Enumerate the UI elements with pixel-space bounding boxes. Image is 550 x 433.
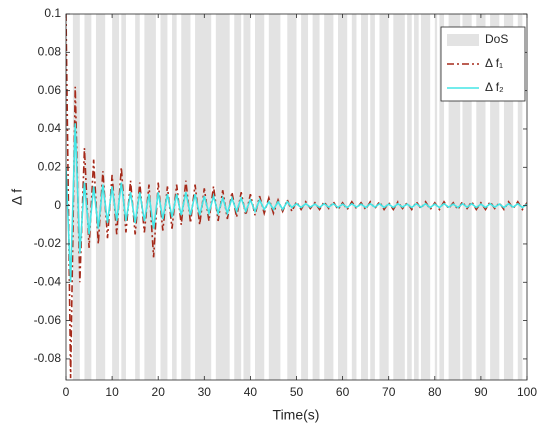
legend-label: Δ f₂ bbox=[485, 80, 504, 94]
y-tick-label: -0.02 bbox=[34, 236, 62, 250]
x-tick-label: 20 bbox=[152, 385, 166, 399]
x-tick-label: 70 bbox=[382, 385, 396, 399]
dos-band bbox=[84, 14, 92, 380]
legend: DoS Δ f₁ Δ f₂ bbox=[440, 26, 526, 102]
y-tick-label: 0 bbox=[54, 198, 61, 212]
axes: 0 10 20 30 40 50 60 70 80 90 100 -0.08 -0.06 -0.04 -0.… bbox=[34, 6, 538, 399]
dos-band bbox=[301, 14, 309, 380]
x-tick-label: 60 bbox=[336, 385, 350, 399]
x-tick-label: 80 bbox=[428, 385, 442, 399]
dos-band bbox=[407, 14, 412, 380]
dos-band bbox=[72, 14, 80, 380]
x-tick-label: 0 bbox=[63, 385, 70, 399]
y-tick-label: -0.06 bbox=[34, 313, 62, 327]
dos-band bbox=[135, 14, 140, 380]
dos-band bbox=[462, 14, 472, 380]
dos-band bbox=[234, 14, 242, 380]
x-tick-label: 90 bbox=[474, 385, 488, 399]
dos-band bbox=[476, 14, 486, 380]
dos-band bbox=[172, 14, 177, 380]
dos-band bbox=[160, 14, 168, 380]
dos-band bbox=[337, 14, 348, 380]
dos-band bbox=[517, 14, 523, 380]
series-line bbox=[66, 123, 527, 283]
y-tick-label: 0.02 bbox=[38, 159, 62, 173]
y-tick-label: 0.06 bbox=[38, 83, 62, 97]
dos-band bbox=[312, 14, 320, 380]
x-tick-label: 30 bbox=[198, 385, 212, 399]
y-tick-label: 0.04 bbox=[38, 121, 62, 135]
dos-band bbox=[448, 14, 461, 380]
y-axis-label: Δ f bbox=[9, 189, 25, 205]
dos-band bbox=[439, 14, 445, 380]
dos-band bbox=[324, 14, 334, 380]
dos-band bbox=[414, 14, 419, 380]
dos-band bbox=[268, 14, 281, 380]
dos-band bbox=[361, 14, 368, 380]
x-tick-label: 50 bbox=[290, 385, 304, 399]
x-axis-label: Time(s) bbox=[273, 407, 320, 423]
x-tick-label: 10 bbox=[105, 385, 119, 399]
dos-band bbox=[420, 14, 431, 380]
dos-band bbox=[287, 14, 297, 380]
x-tick-label: 40 bbox=[244, 385, 258, 399]
dos-band bbox=[379, 14, 389, 380]
dos-band bbox=[503, 14, 514, 380]
dos-band bbox=[243, 14, 251, 380]
dos-band bbox=[370, 14, 375, 380]
dos-band bbox=[434, 14, 438, 380]
series-lines bbox=[66, 14, 527, 379]
x-tick-label: 100 bbox=[517, 385, 537, 399]
dos-band bbox=[490, 14, 500, 380]
dos-band bbox=[351, 14, 357, 380]
dos-band bbox=[181, 14, 191, 380]
legend-swatch bbox=[447, 34, 479, 46]
y-tick-label: 0.08 bbox=[38, 44, 62, 58]
y-tick-label: -0.04 bbox=[34, 274, 62, 288]
dos-band bbox=[112, 14, 120, 380]
y-tick-label: 0.1 bbox=[44, 6, 61, 20]
legend-label: DoS bbox=[485, 32, 508, 46]
legend-label: Δ f₁ bbox=[485, 56, 503, 70]
dos-band bbox=[393, 14, 405, 380]
dos-band bbox=[95, 14, 106, 380]
y-tick-label: -0.08 bbox=[34, 351, 62, 365]
